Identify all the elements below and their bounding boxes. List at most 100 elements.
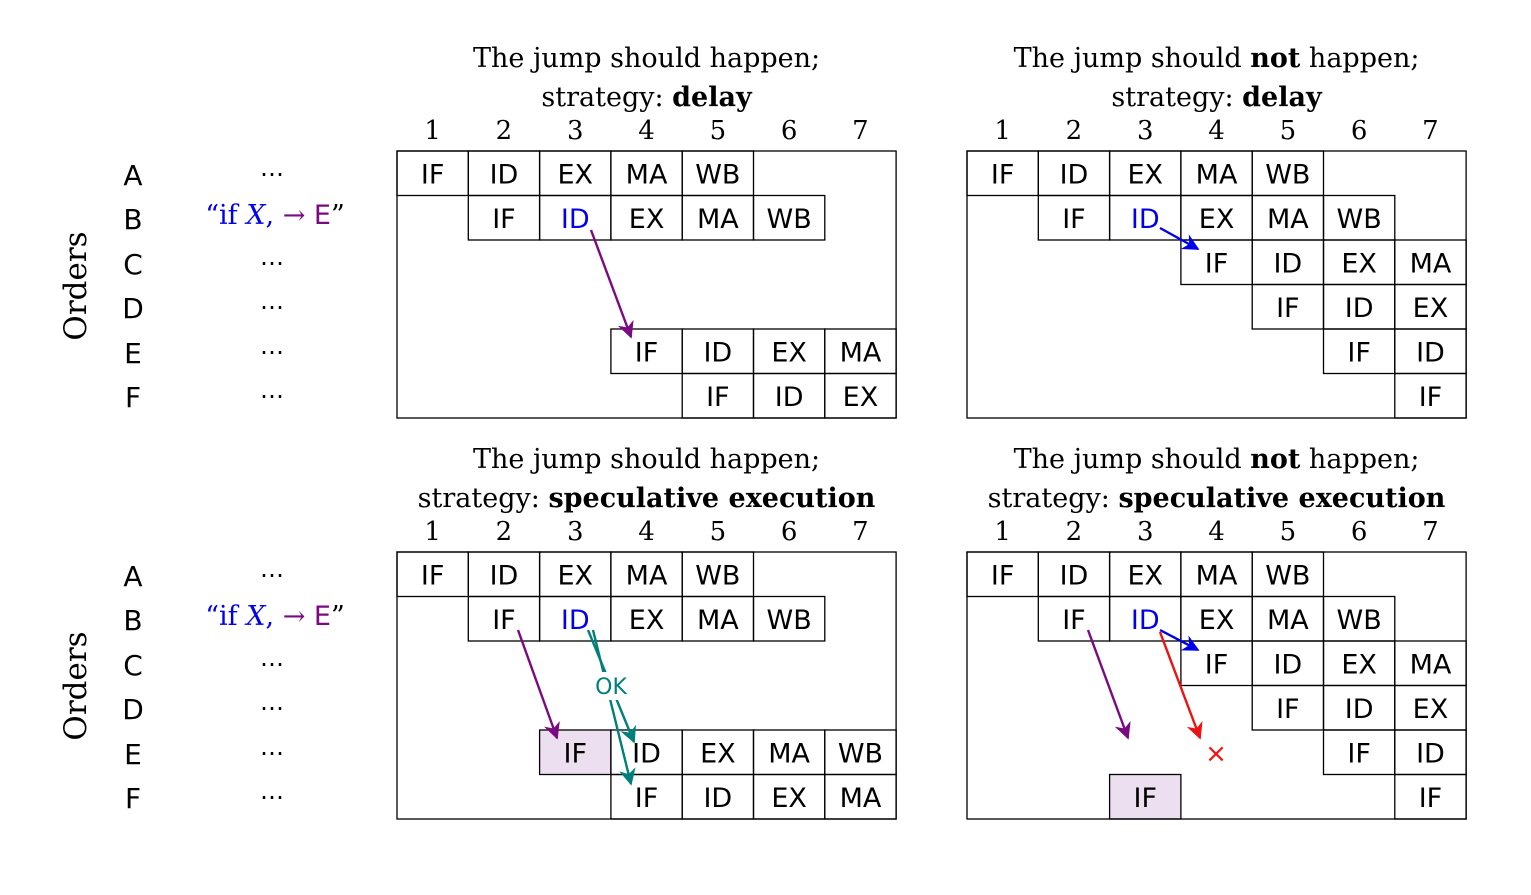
row-label-d: D xyxy=(122,292,144,325)
stage-label-wb: WB xyxy=(695,560,740,591)
instruction-ellipsis: ⋯ xyxy=(260,650,284,678)
stage-label-ex: EX xyxy=(1341,649,1377,680)
stage-label-id: ID xyxy=(775,382,804,413)
row-label-c: C xyxy=(123,649,143,682)
stage-label-wb: WB xyxy=(1265,560,1310,591)
stage-label-id: ID xyxy=(561,204,590,235)
stage-label-id: ID xyxy=(1345,694,1374,725)
column-number: 1 xyxy=(994,116,1011,146)
ok-arrow-teal-2 xyxy=(591,629,636,786)
pipeline-frame xyxy=(396,551,897,820)
panel-title-line1: The jump should happen; xyxy=(473,444,820,475)
branch-x: X xyxy=(244,200,267,231)
strategy-name: delay xyxy=(672,82,753,113)
stage-label-id: ID xyxy=(1416,738,1445,769)
speculative-fetch-arrow-purple xyxy=(1086,629,1131,740)
stage-label-if: IF xyxy=(1419,783,1443,814)
column-number: 6 xyxy=(1351,116,1368,146)
panel-speculative-jump-taken: The jump should happen; strategy: specula… xyxy=(396,444,897,820)
branch-if: if xyxy=(219,200,240,231)
stage-cell xyxy=(1394,372,1467,419)
title-line1-pre: The jump should xyxy=(1014,43,1251,74)
panel-title-line2: strategy: delay xyxy=(1111,82,1323,113)
column-number: 3 xyxy=(1137,517,1154,547)
column-number: 1 xyxy=(994,517,1011,547)
stage-label-wb: WB xyxy=(767,204,812,235)
sequential-arrow-blue xyxy=(1159,628,1200,652)
column-number: 5 xyxy=(710,116,727,146)
title-line1-pre: The jump should xyxy=(473,43,710,74)
row-label-f: F xyxy=(125,381,141,414)
stage-label-ex: EX xyxy=(557,560,593,591)
labels-top: Orders A B C D E F ⋯ “if X, → E” ⋯ ⋯ ⋯ ⋯ xyxy=(58,159,345,414)
column-number: 1 xyxy=(424,116,441,146)
branch-if: if xyxy=(219,601,240,632)
branch-open-quote: “ xyxy=(205,200,219,231)
column-number: 4 xyxy=(638,517,655,547)
strategy-name: speculative execution xyxy=(1118,483,1445,514)
stage-label-id: ID xyxy=(632,738,661,769)
stage-label-if: IF xyxy=(991,159,1015,190)
stage-cell xyxy=(752,595,826,642)
stage-label-ex: EX xyxy=(1127,159,1163,190)
stage-label-id: ID xyxy=(490,159,519,190)
column-number: 7 xyxy=(852,517,869,547)
stage-label-wb: WB xyxy=(1265,159,1310,190)
stage-label-ex: EX xyxy=(1199,204,1235,235)
stage-cell xyxy=(752,194,826,241)
row-label-b: B xyxy=(123,604,142,637)
branch-arrow: → xyxy=(283,601,306,632)
stage-label-id: ID xyxy=(703,783,732,814)
row-label-d: D xyxy=(122,693,144,726)
stage-label-if: IF xyxy=(1276,293,1300,324)
stage-label-ex: EX xyxy=(1199,605,1235,636)
row-label-e: E xyxy=(124,738,142,771)
title-line1-post: happen; xyxy=(710,43,821,74)
panel-title-line2: strategy: speculative execution xyxy=(418,483,876,514)
panel-title-line2: strategy: delay xyxy=(541,82,753,113)
stage-label-id: ID xyxy=(1273,649,1302,680)
y-axis-label-bottom: Orders xyxy=(58,631,94,740)
stage-label-ma: MA xyxy=(1267,204,1309,235)
stage-label-ma: MA xyxy=(768,738,810,769)
stage-label-ma: MA xyxy=(840,337,882,368)
column-number: 2 xyxy=(1066,517,1083,547)
labels-bottom: Orders A B C D E F ⋯ “if X, → E” ⋯ ⋯ ⋯ ⋯ xyxy=(58,560,345,815)
stage-label-if: IF xyxy=(635,337,659,368)
stage-label-id: ID xyxy=(1273,248,1302,279)
panel-title-line1: The jump should not happen; xyxy=(1014,444,1420,475)
branch-arrow: → xyxy=(283,200,306,231)
stage-label-wb: WB xyxy=(767,605,812,636)
branch-target: E xyxy=(314,601,331,632)
stage-label-id: ID xyxy=(703,337,732,368)
stage-label-ma: MA xyxy=(626,159,668,190)
panel-title-line2: strategy: speculative execution xyxy=(988,483,1446,514)
speculative-fetch-arrow-purple xyxy=(516,629,560,740)
column-number: 7 xyxy=(852,116,869,146)
stage-label-ma: MA xyxy=(1410,248,1452,279)
stage-label-ex: EX xyxy=(1413,293,1449,324)
column-number: 2 xyxy=(1066,116,1083,146)
stage-label-if: IF xyxy=(1062,204,1086,235)
speculative-cell-highlight xyxy=(1109,774,1181,819)
panel-title-line1: The jump should happen; xyxy=(473,43,820,74)
strategy-name: delay xyxy=(1242,82,1323,113)
strategy-name: speculative execution xyxy=(548,483,875,514)
stage-label-wb: WB xyxy=(695,159,740,190)
title-line2-pre: strategy: xyxy=(1111,82,1242,113)
stage-label-if: IF xyxy=(1347,337,1371,368)
instruction-ellipsis: ⋯ xyxy=(260,783,284,811)
column-number: 5 xyxy=(710,517,727,547)
stage-label-id: ID xyxy=(1060,159,1089,190)
title-line2-pre: strategy: xyxy=(418,483,549,514)
branch-comma: , xyxy=(266,601,275,632)
column-number: 5 xyxy=(1280,517,1297,547)
instruction-ellipsis: ⋯ xyxy=(260,382,284,410)
row-label-f: F xyxy=(125,782,141,815)
stage-label-id: ID xyxy=(1416,337,1445,368)
stage-label-ma: MA xyxy=(697,204,739,235)
stage-label-if: IF xyxy=(1062,605,1086,636)
branch-instruction: “if X, → E” xyxy=(205,200,345,231)
stage-label-if: IF xyxy=(1205,649,1229,680)
